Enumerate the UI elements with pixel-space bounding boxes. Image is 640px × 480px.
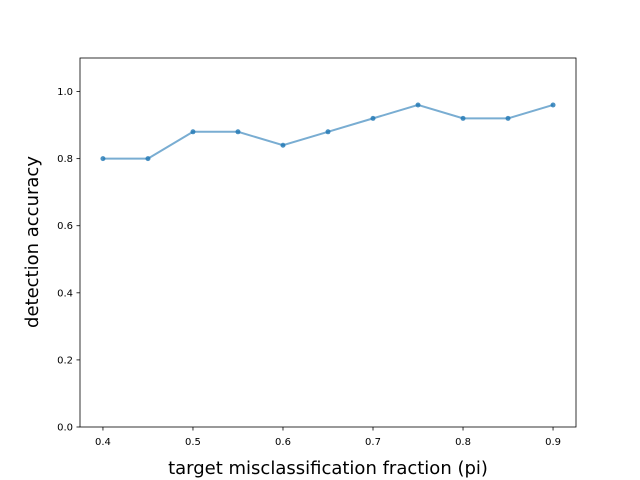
x-tick-label: 0.4 bbox=[95, 437, 111, 448]
marker bbox=[370, 115, 376, 121]
marker bbox=[100, 156, 106, 162]
marker bbox=[505, 115, 511, 121]
marker bbox=[235, 129, 241, 135]
marker bbox=[145, 156, 151, 162]
y-tick-label: 0.4 bbox=[57, 288, 73, 299]
y-tick-label: 0.0 bbox=[57, 423, 73, 434]
marker bbox=[415, 102, 421, 108]
x-tick-label: 0.7 bbox=[365, 437, 381, 448]
marker bbox=[325, 129, 331, 135]
y-tick-label: 0.8 bbox=[57, 154, 73, 165]
y-tick-label: 0.2 bbox=[57, 355, 73, 366]
y-axis-label: detection accuracy bbox=[22, 156, 43, 328]
marker bbox=[190, 129, 196, 135]
x-tick-label: 0.6 bbox=[275, 437, 291, 448]
marker bbox=[280, 142, 286, 148]
x-axis-label: target misclassification fraction (pi) bbox=[168, 458, 488, 479]
y-tick-label: 1.0 bbox=[57, 87, 73, 98]
marker bbox=[460, 115, 466, 121]
x-tick-label: 0.5 bbox=[185, 437, 201, 448]
y-tick-label: 0.6 bbox=[57, 221, 73, 232]
marker bbox=[550, 102, 556, 108]
x-tick-label: 0.8 bbox=[455, 437, 471, 448]
plot-frame bbox=[79, 57, 577, 428]
x-tick-label: 0.9 bbox=[545, 437, 561, 448]
